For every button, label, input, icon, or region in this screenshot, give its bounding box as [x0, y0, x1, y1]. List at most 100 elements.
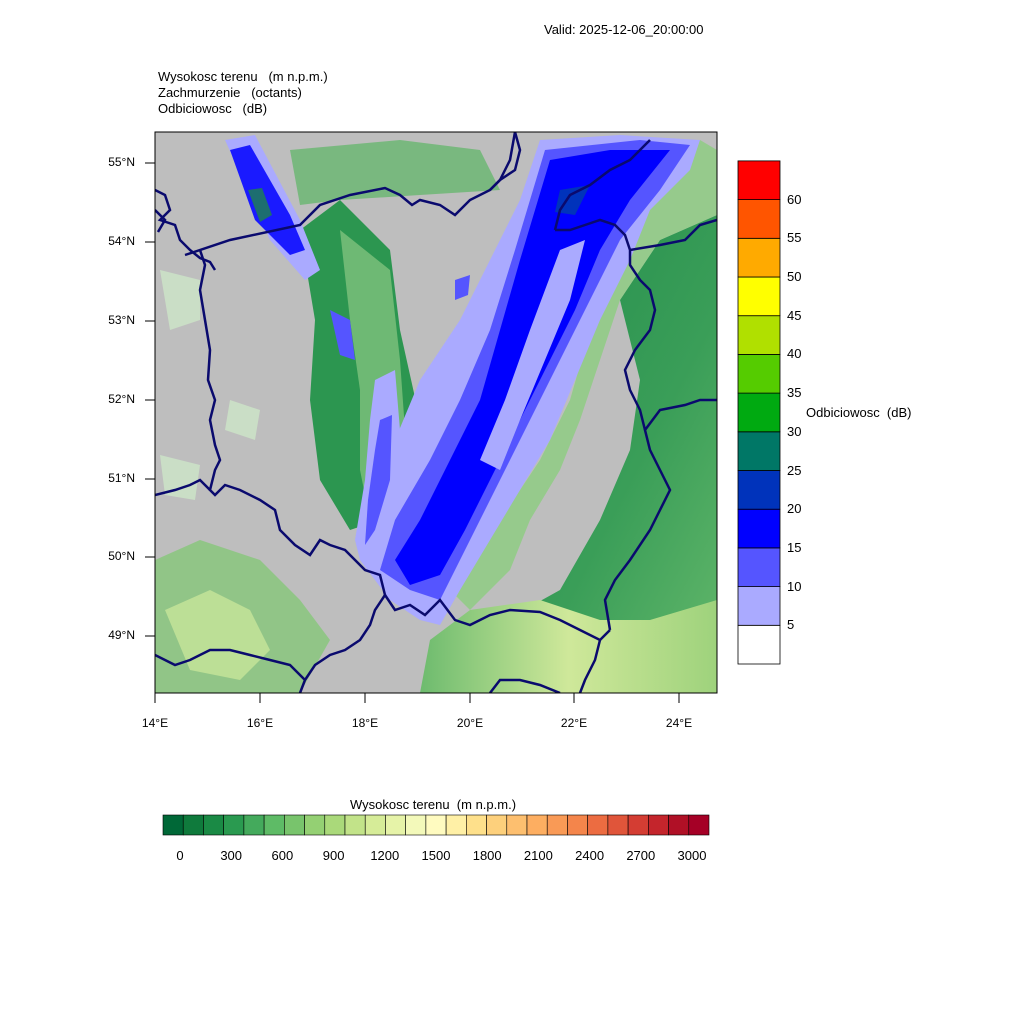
terrain-bin-23: [627, 814, 649, 836]
terrain-east-light-belt: [450, 140, 717, 610]
reflectivity-bin-2: [737, 547, 781, 588]
reflectivity-bar-label: 55: [787, 230, 802, 246]
border-cz-west: [155, 648, 306, 681]
terrain-bin-0: [162, 814, 184, 836]
reflectivity-bin-1: [737, 586, 781, 626]
lon-label-16: 16°E: [246, 716, 274, 730]
terrain-east: [470, 215, 717, 693]
refl-main-band-20: [555, 185, 590, 215]
terrain-bar-label: 1200: [370, 848, 400, 863]
terrain-bin-12: [405, 814, 427, 836]
lon-label-14: 14°E: [141, 716, 169, 730]
terrain-bin-9: [344, 814, 366, 836]
terrain-bar-label: 0: [176, 848, 184, 863]
reflectivity-colorbar: [737, 160, 781, 665]
refl-main-band-inner-5: [480, 240, 585, 470]
reflectivity-bar-label: 10: [787, 578, 802, 594]
reflectivity-bar-label: 45: [787, 307, 802, 323]
reflectivity-bar-title: Odbiciowosc (dB): [806, 405, 912, 420]
terrain-bin-20: [567, 814, 588, 836]
lat-label-50: 50°N: [108, 549, 135, 563]
lat-label-53: 53°N: [108, 313, 135, 327]
lon-label-22: 22°E: [560, 716, 588, 730]
lon-label-24: 24°E: [665, 716, 693, 730]
terrain-bar-label: 2400: [575, 848, 605, 863]
reflectivity-bar-label: 50: [787, 269, 802, 284]
reflectivity-bar-label: 35: [787, 385, 802, 401]
border-coast: [184, 132, 522, 257]
terrain-bar-label: 1800: [472, 848, 502, 863]
terrain-bar-label: 3000: [677, 848, 707, 863]
terrain-bar-label: 1500: [421, 848, 451, 863]
reflectivity-bin-7: [737, 353, 781, 394]
terrain-bar-label: 2700: [626, 848, 656, 863]
lon-ticks: [154, 693, 680, 703]
border-belarus: [629, 218, 717, 252]
title-reflectivity: Odbiciowosc (dB): [158, 101, 268, 116]
terrain-bin-3: [223, 814, 245, 836]
valid-time: Valid: 2025-12-06_20:00:00: [544, 22, 704, 37]
terrain-bin-14: [445, 814, 467, 836]
reflectivity-bin-4: [737, 470, 781, 510]
terrain-bin-8: [324, 814, 346, 836]
lon-label-18: 18°E: [351, 716, 379, 730]
lat-label-51: 51°N: [108, 471, 135, 485]
title-terrain: Wysokosc terenu (m n.p.m.): [158, 69, 328, 84]
refl-small-cells: [330, 275, 470, 360]
terrain-bin-5: [263, 814, 285, 836]
terrain-north-coast: [290, 140, 500, 205]
reflectivity-bar-label: 30: [787, 423, 802, 439]
terrain-west-patches: [160, 270, 260, 500]
reflectivity-bar-label: 60: [787, 191, 802, 207]
terrain-colorbar: [162, 814, 710, 836]
terrain-southwest-light: [165, 590, 270, 680]
border-cz-sk: [298, 594, 387, 693]
border-germany-west: [155, 478, 211, 497]
border-south-sk: [578, 639, 602, 693]
lat-label-54: 54°N: [108, 234, 135, 248]
terrain-bin-10: [364, 814, 386, 836]
terrain-bar-label: 600: [271, 848, 294, 863]
terrain-bin-25: [668, 814, 690, 836]
border-north-small: [155, 209, 167, 233]
terrain-bar-title: Wysokosc terenu (m n.p.m.): [350, 797, 517, 812]
reflectivity-bar-label: 5: [787, 617, 795, 633]
terrain-bin-19: [546, 814, 568, 836]
terrain-bin-18: [526, 814, 548, 836]
terrain-bar-label: 900: [322, 848, 345, 863]
reflectivity-bin-9: [737, 276, 781, 317]
lat-label-55: 55°N: [108, 155, 135, 169]
terrain-bin-11: [385, 814, 406, 836]
terrain-bin-2: [203, 814, 224, 836]
terrain-bin-1: [182, 814, 204, 836]
reflectivity-bar-label: 40: [787, 346, 802, 362]
border-poland-east: [603, 398, 717, 631]
border-denmark: [155, 188, 217, 271]
border-south: [383, 594, 611, 642]
map-frame: [154, 131, 718, 694]
terrain-bar-label: 300: [220, 848, 243, 863]
terrain-bin-26: [688, 814, 710, 836]
border-east-upper: [555, 218, 657, 431]
terrain-bin-21: [587, 814, 609, 836]
map-field: [155, 132, 717, 693]
border-east-lith: [553, 139, 651, 231]
terrain-bin-24: [648, 814, 669, 836]
reflectivity-bin-6: [737, 392, 781, 433]
reflectivity-bin-10: [737, 237, 781, 278]
lon-label-20: 20°E: [456, 716, 484, 730]
terrain-bin-6: [284, 814, 305, 836]
border-south-hu: [489, 678, 561, 693]
lat-ticks: [145, 162, 155, 637]
reflectivity-bin-5: [737, 431, 781, 471]
reflectivity-bin-12: [737, 160, 781, 200]
lat-label-52: 52°N: [108, 392, 135, 406]
reflectivity-bin-8: [737, 315, 781, 355]
reflectivity-bin-0: [737, 624, 781, 665]
border-kaliningrad: [489, 132, 517, 191]
border-poland-west: [198, 249, 387, 596]
terrain-bin-13: [425, 814, 447, 836]
reflectivity-bin-11: [737, 199, 781, 239]
